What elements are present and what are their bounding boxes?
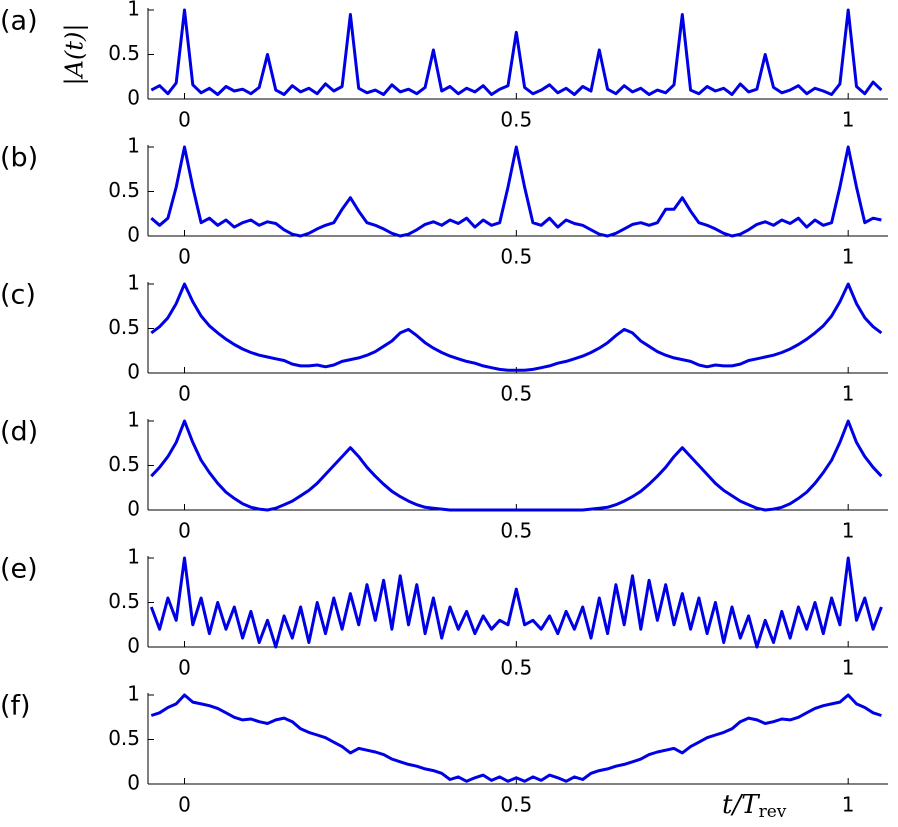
x-tick-label: 0 — [178, 519, 191, 543]
panel-label: (f) — [0, 691, 31, 722]
y-tick-label: 0.5 — [108, 589, 140, 613]
y-tick-label: 1 — [127, 408, 140, 432]
x-tick-label: 1 — [842, 656, 855, 680]
panel-label: (e) — [0, 554, 38, 585]
x-axis-label-sub: rev — [759, 802, 787, 822]
x-tick-label: 1 — [842, 382, 855, 406]
data-line — [150, 282, 883, 372]
y-tick-label: 1 — [127, 0, 140, 21]
x-tick-label: 0 — [178, 656, 191, 680]
y-tick-label: 0 — [127, 360, 140, 384]
x-tick-label: 0.5 — [500, 793, 532, 817]
y-tick-label: 0.5 — [108, 315, 140, 339]
x-tick-label: 1 — [842, 519, 855, 543]
y-axis-label: |A(t)| — [61, 24, 90, 86]
x-tick-label: 0.5 — [500, 656, 532, 680]
y-tick-label: 0.5 — [108, 178, 140, 202]
y-tick-label: 1 — [127, 545, 140, 569]
data-line — [150, 693, 882, 783]
data-line — [149, 556, 883, 649]
y-tick-label: 1 — [127, 682, 140, 706]
panel-label: (c) — [0, 280, 36, 311]
y-tick-label: 0.5 — [108, 726, 140, 750]
panel-label: (a) — [0, 6, 38, 37]
y-tick-label: 1 — [127, 134, 140, 158]
x-tick-label: 0.5 — [500, 382, 532, 406]
y-tick-label: 0.5 — [108, 452, 140, 476]
data-line — [150, 8, 883, 96]
x-tick-label: 1 — [842, 245, 855, 269]
y-tick-label: 0 — [127, 497, 140, 521]
x-tick-label: 1 — [842, 793, 855, 817]
data-line — [150, 145, 882, 238]
panel-label: (b) — [0, 143, 38, 174]
y-tick-label: 0 — [127, 634, 140, 658]
panel-label: (d) — [0, 417, 38, 448]
x-tick-label: 0.5 — [500, 108, 532, 132]
y-tick-label: 0 — [127, 771, 140, 795]
x-tick-label: 0 — [178, 382, 191, 406]
x-tick-label: 0 — [178, 793, 191, 817]
y-tick-label: 0 — [127, 86, 140, 110]
y-tick-label: 1 — [127, 271, 140, 295]
x-tick-label: 0 — [178, 245, 191, 269]
x-axis-label-main: t/T — [722, 790, 760, 820]
y-tick-label: 0.5 — [108, 41, 140, 65]
y-tick-label: 0 — [127, 223, 140, 247]
x-tick-label: 0.5 — [500, 245, 532, 269]
x-tick-label: 1 — [842, 108, 855, 132]
x-axis-label: t/Trev — [722, 790, 787, 822]
data-line — [150, 419, 883, 512]
x-tick-label: 0.5 — [500, 519, 532, 543]
x-tick-label: 0 — [178, 108, 191, 132]
